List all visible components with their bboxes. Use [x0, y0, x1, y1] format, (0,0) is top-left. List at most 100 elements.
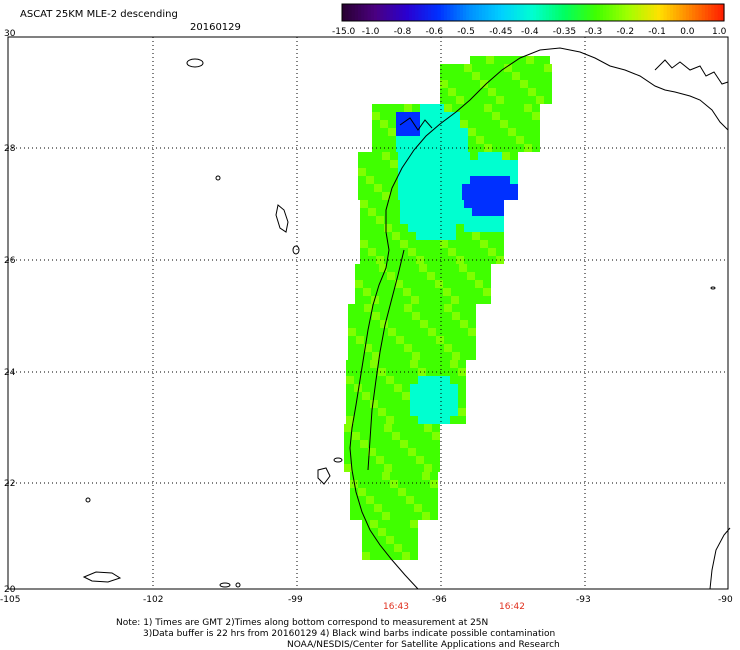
swath-cell	[395, 264, 403, 272]
swath-cell	[478, 56, 486, 64]
swath-cell	[442, 368, 450, 376]
colorbar-swatch	[599, 4, 604, 21]
colorbar-swatch	[412, 4, 416, 21]
swath-cell	[488, 232, 496, 240]
swath-cell	[424, 208, 432, 216]
swath-cell	[443, 288, 451, 296]
swath-cell	[452, 112, 460, 120]
swath-cell	[459, 288, 467, 296]
swath-cell	[395, 280, 403, 288]
swath-cell	[408, 208, 416, 216]
swath-cell	[430, 480, 438, 488]
swath-cell	[438, 184, 446, 192]
swath-cell	[516, 136, 524, 144]
swath-cell	[390, 512, 398, 520]
lat-label: 20	[4, 585, 16, 595]
swath-cell	[356, 352, 364, 360]
swath-cell	[396, 312, 404, 320]
colorbar-swatch	[402, 4, 407, 21]
swath-cell	[418, 408, 426, 416]
swath-cell	[358, 488, 366, 496]
swath-cell	[476, 112, 484, 120]
swath-cell	[456, 224, 464, 232]
swath-cell	[410, 544, 418, 552]
swath-cell	[508, 128, 516, 136]
colorbar-swatch	[520, 4, 525, 21]
swath-cell	[360, 208, 368, 216]
swath-cell	[358, 192, 366, 200]
swath-cell	[372, 128, 380, 136]
swath-cell	[404, 120, 412, 128]
swath-cell	[528, 96, 536, 104]
swath-cell	[364, 344, 372, 352]
swath-cell	[443, 296, 451, 304]
swath-cell	[376, 464, 384, 472]
swath-cell	[468, 304, 476, 312]
swath-cell	[456, 72, 464, 80]
swath-cell	[408, 224, 416, 232]
swath-cell	[350, 488, 358, 496]
swath-cell	[392, 424, 400, 432]
swath-cell	[396, 104, 404, 112]
swath-cell	[370, 376, 378, 384]
swath-cell	[362, 536, 370, 544]
swath-cell	[396, 352, 404, 360]
swath-cell	[392, 200, 400, 208]
swath-cell	[400, 224, 408, 232]
colorbar-swatch	[377, 4, 381, 21]
swath-cell	[486, 160, 494, 168]
swath-cell	[410, 360, 418, 368]
swath-cell	[434, 360, 442, 368]
swath-cell	[518, 56, 526, 64]
swath-cell	[362, 376, 370, 384]
colorbar-swatch	[577, 4, 582, 21]
swath-cell	[432, 208, 440, 216]
swath-cell	[484, 136, 492, 144]
swath-cell	[355, 280, 363, 288]
swath-cell	[451, 272, 459, 280]
swath-cell	[451, 280, 459, 288]
swath-cell	[363, 272, 371, 280]
swath-cell	[372, 336, 380, 344]
swath-cell	[414, 504, 422, 512]
swath-cell	[436, 344, 444, 352]
swath-cell	[346, 360, 354, 368]
swath-cell	[418, 400, 426, 408]
swath-cell	[424, 440, 432, 448]
swath-cell	[478, 176, 486, 184]
swath-cell	[416, 208, 424, 216]
swath-cell	[390, 152, 398, 160]
swath-cell	[454, 152, 462, 160]
swath-cell	[438, 152, 446, 160]
colorbar-swatch	[380, 4, 384, 21]
map-frame	[7, 36, 729, 590]
swath-cell	[380, 304, 388, 312]
swath-cell	[350, 504, 358, 512]
swath-cell	[380, 344, 388, 352]
swath-cell	[422, 192, 430, 200]
swath-cell	[504, 72, 512, 80]
colorbar-swatch	[625, 4, 630, 21]
swath-cell	[524, 120, 532, 128]
swath-cell	[432, 424, 440, 432]
swath-cell	[396, 320, 404, 328]
swath-cell	[360, 224, 368, 232]
swath-cell	[374, 512, 382, 520]
swath-cell	[494, 160, 502, 168]
swath-cell	[376, 216, 384, 224]
swath-cell	[472, 248, 480, 256]
swath-cell	[372, 120, 380, 128]
swath-cell	[478, 160, 486, 168]
swath-cell	[426, 384, 434, 392]
colorbar-swatch	[424, 4, 429, 21]
colorbar-swatch	[688, 4, 693, 21]
colorbar-swatch	[367, 4, 372, 21]
note-line-1: Note: 1) Times are GMT 2)Times along bot…	[116, 618, 488, 628]
swath-cell	[448, 88, 456, 96]
swath-cell	[398, 168, 406, 176]
swath-cell	[388, 120, 396, 128]
colorbar-swatch	[405, 4, 410, 21]
swath-cell	[542, 56, 550, 64]
swath-cell	[510, 192, 518, 200]
lat-label: 22	[4, 479, 15, 489]
